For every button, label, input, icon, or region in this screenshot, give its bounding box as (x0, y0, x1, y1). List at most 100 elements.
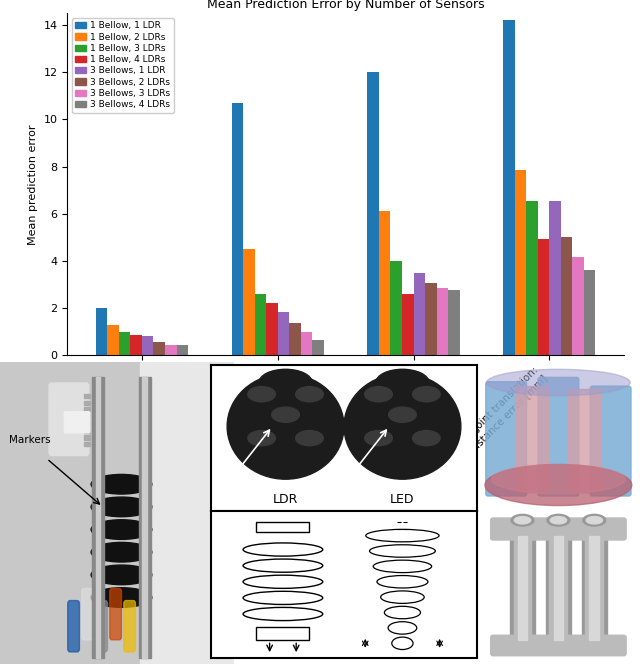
Bar (289, 323, 301, 355)
Circle shape (248, 386, 275, 402)
Circle shape (248, 430, 275, 446)
Bar (119, 331, 131, 355)
Bar (538, 238, 549, 355)
Text: LED: LED (390, 493, 415, 506)
Bar (243, 249, 255, 355)
Bar (572, 258, 584, 355)
Bar (96, 308, 108, 355)
Ellipse shape (91, 474, 152, 494)
Ellipse shape (227, 374, 344, 479)
FancyBboxPatch shape (124, 600, 136, 652)
Bar (84, 414, 90, 419)
Bar (436, 288, 448, 355)
Bar (84, 421, 90, 426)
Bar (257, 522, 310, 532)
FancyBboxPatch shape (96, 600, 108, 652)
Ellipse shape (511, 515, 534, 526)
Circle shape (413, 386, 440, 402)
Bar (139, 377, 150, 658)
Ellipse shape (259, 369, 312, 396)
Bar (84, 400, 90, 405)
Ellipse shape (547, 515, 570, 526)
Bar (301, 331, 312, 355)
Bar (84, 435, 90, 440)
Legend: 1 Bellow, 1 LDR, 1 Bellow, 2 LDRs, 1 Bellow, 3 LDRs, 1 Bellow, 4 LDRs, 3 Bellows: 1 Bellow, 1 LDR, 1 Bellow, 2 LDRs, 1 Bel… (72, 18, 173, 113)
Bar (165, 345, 177, 355)
Bar (402, 294, 413, 355)
Ellipse shape (91, 542, 152, 562)
Ellipse shape (586, 517, 602, 524)
Circle shape (272, 407, 300, 422)
Ellipse shape (91, 588, 152, 608)
FancyBboxPatch shape (49, 383, 89, 456)
Bar (413, 273, 425, 355)
Bar (561, 237, 572, 355)
Ellipse shape (515, 517, 531, 524)
Ellipse shape (376, 369, 429, 396)
Bar (549, 201, 561, 355)
Bar (546, 537, 571, 640)
Ellipse shape (583, 515, 605, 526)
Bar (257, 627, 310, 640)
Bar (131, 335, 142, 355)
Bar (92, 377, 104, 658)
FancyBboxPatch shape (568, 390, 601, 493)
Ellipse shape (91, 565, 152, 585)
FancyBboxPatch shape (491, 635, 626, 656)
Bar (154, 342, 165, 355)
Text: Markers: Markers (10, 436, 51, 446)
FancyBboxPatch shape (68, 600, 79, 652)
Bar (379, 211, 390, 355)
Bar (177, 345, 188, 355)
Title: Mean Prediction Error by Number of Sensors: Mean Prediction Error by Number of Senso… (207, 0, 484, 11)
Ellipse shape (492, 465, 625, 494)
Bar (142, 337, 154, 355)
Bar (266, 303, 278, 355)
Bar (390, 261, 402, 355)
Bar (448, 290, 460, 355)
Bar (515, 170, 526, 355)
FancyBboxPatch shape (486, 382, 527, 496)
Bar (549, 537, 568, 640)
Bar (584, 270, 595, 355)
Ellipse shape (485, 465, 632, 505)
FancyBboxPatch shape (140, 362, 234, 664)
Bar (312, 340, 324, 355)
Circle shape (365, 430, 392, 446)
FancyBboxPatch shape (538, 377, 579, 496)
Ellipse shape (550, 517, 566, 524)
Circle shape (388, 407, 416, 422)
Bar (510, 537, 535, 640)
Bar (526, 201, 538, 355)
Circle shape (365, 386, 392, 402)
Ellipse shape (91, 497, 152, 517)
Ellipse shape (344, 374, 461, 479)
Bar (143, 377, 147, 658)
Bar (425, 284, 436, 355)
Bar (84, 394, 90, 398)
Ellipse shape (91, 520, 152, 539)
FancyBboxPatch shape (491, 518, 626, 540)
Bar (255, 294, 266, 355)
Bar (232, 103, 243, 355)
FancyBboxPatch shape (82, 588, 93, 640)
Bar (84, 442, 90, 446)
Y-axis label: Mean prediction error: Mean prediction error (28, 124, 38, 244)
Bar (84, 408, 90, 412)
Bar (513, 537, 531, 640)
Bar (589, 537, 599, 640)
Bar (278, 311, 289, 355)
FancyBboxPatch shape (516, 386, 549, 493)
Bar (518, 537, 527, 640)
Circle shape (413, 430, 440, 446)
Bar (96, 377, 100, 658)
Circle shape (296, 430, 323, 446)
Bar (586, 537, 604, 640)
Bar (554, 537, 563, 640)
Bar (582, 537, 607, 640)
FancyBboxPatch shape (0, 362, 234, 664)
Bar (108, 325, 119, 355)
FancyBboxPatch shape (110, 588, 122, 640)
Circle shape (296, 386, 323, 402)
Text: LDR: LDR (273, 493, 298, 506)
